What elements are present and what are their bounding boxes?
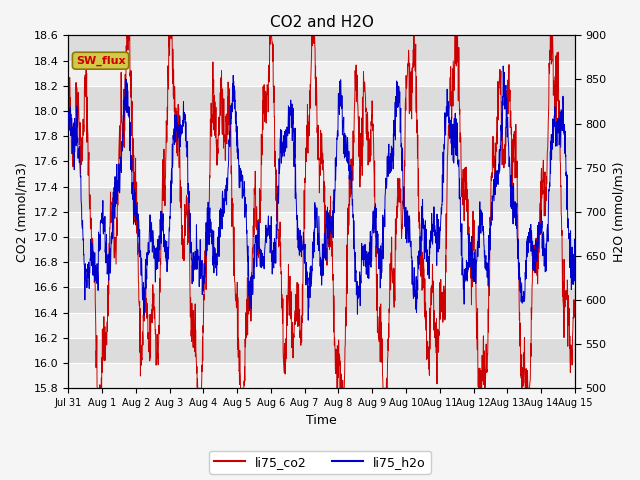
Bar: [68, 161, 575, 187]
Y-axis label: H2O (mmol/m3): H2O (mmol/m3): [612, 162, 625, 262]
Bar: [68, 312, 575, 338]
Bar: [68, 36, 575, 60]
Bar: [68, 288, 575, 312]
Bar: [68, 237, 575, 262]
Bar: [68, 187, 575, 212]
Bar: [68, 262, 575, 288]
Legend: li75_co2, li75_h2o: li75_co2, li75_h2o: [209, 451, 431, 474]
X-axis label: Time: Time: [306, 414, 337, 427]
Y-axis label: CO2 (mmol/m3): CO2 (mmol/m3): [15, 162, 28, 262]
Title: CO2 and H2O: CO2 and H2O: [269, 15, 374, 30]
Text: SW_flux: SW_flux: [76, 56, 125, 66]
Bar: [68, 111, 575, 136]
Bar: [68, 60, 575, 86]
Bar: [68, 338, 575, 363]
Bar: [68, 363, 575, 388]
Bar: [68, 136, 575, 161]
Bar: [68, 86, 575, 111]
Bar: [68, 212, 575, 237]
